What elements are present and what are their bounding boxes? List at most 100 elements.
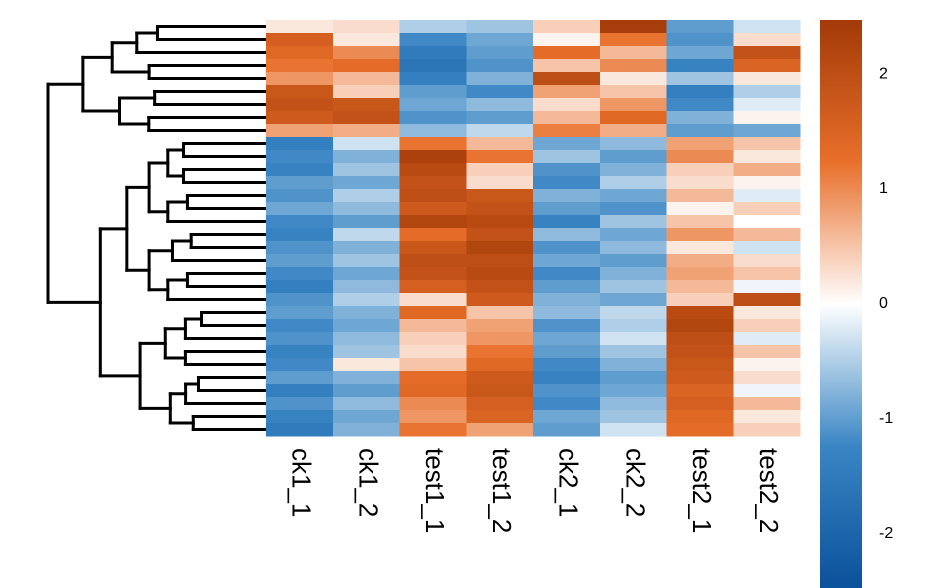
heatmap-cell <box>266 306 334 320</box>
heatmap-cell <box>266 20 334 34</box>
heatmap-cell <box>533 384 601 398</box>
heatmap-cell <box>533 98 601 112</box>
heatmap-cell <box>666 46 734 60</box>
heatmap-cell <box>266 176 334 190</box>
heatmap-cell <box>266 267 334 281</box>
heatmap-cell <box>466 345 534 359</box>
heatmap-cell <box>266 332 334 346</box>
heatmap-cell <box>399 215 467 229</box>
heatmap-cell <box>733 33 801 47</box>
heatmap-cell <box>599 46 667 60</box>
heatmap-cell <box>266 202 334 216</box>
heatmap-cell <box>533 20 601 34</box>
heatmap-cell <box>666 189 734 203</box>
heatmap-cell <box>399 306 467 320</box>
heatmap-cell <box>399 124 467 138</box>
colorbar-tick-label: 2 <box>879 65 888 82</box>
heatmap-cell <box>533 215 601 229</box>
heatmap-cell <box>399 59 467 73</box>
heatmap-cell <box>533 332 601 346</box>
heatmap-cell <box>399 189 467 203</box>
heatmap-cell <box>733 228 801 242</box>
heatmap-cell <box>733 397 801 411</box>
heatmap-cell <box>266 241 334 255</box>
heatmap-cell <box>466 85 534 99</box>
heatmap-cell <box>599 202 667 216</box>
heatmap-cell <box>332 72 400 86</box>
heatmap-cell <box>466 241 534 255</box>
heatmap-cell <box>533 358 601 372</box>
heatmap-cell <box>533 137 601 151</box>
heatmap-cell <box>533 72 601 86</box>
heatmap-cell <box>666 241 734 255</box>
heatmap-cell <box>733 371 801 385</box>
heatmap-cell <box>466 124 534 138</box>
heatmap-cell <box>599 293 667 307</box>
heatmap-cell <box>266 163 334 177</box>
column-label: ck1_2 <box>353 448 383 517</box>
row-dendrogram <box>46 25 268 431</box>
heatmap-cell <box>733 124 801 138</box>
heatmap-cell <box>466 319 534 333</box>
heatmap-cell <box>533 306 601 320</box>
heatmap-cell <box>332 176 400 190</box>
colorbar-labels: 2 1 0 -1 -2 <box>879 65 893 542</box>
heatmap-cell <box>666 423 734 437</box>
heatmap-cell <box>533 85 601 99</box>
heatmap-cell <box>399 345 467 359</box>
heatmap-cell <box>266 319 334 333</box>
heatmap-cell <box>666 150 734 164</box>
heatmap-cell <box>666 306 734 320</box>
heatmap-cell <box>332 85 400 99</box>
heatmap-cell <box>733 241 801 255</box>
heatmap-cell <box>533 228 601 242</box>
heatmap-cell <box>599 410 667 424</box>
colorbar-tick-label: -2 <box>879 525 893 542</box>
column-label: test2_2 <box>754 448 784 533</box>
heatmap-cell <box>733 215 801 229</box>
heatmap-cell <box>733 293 801 307</box>
heatmap-cell <box>599 280 667 294</box>
heatmap-cell <box>399 371 467 385</box>
heatmap-cell <box>266 397 334 411</box>
heatmap-cell <box>399 397 467 411</box>
heatmap-cell <box>399 228 467 242</box>
heatmap-cell <box>599 319 667 333</box>
heatmap-cell <box>332 111 400 125</box>
heatmap-cell <box>466 72 534 86</box>
heatmap-cells <box>266 20 801 437</box>
heatmap-cell <box>466 267 534 281</box>
column-labels: ck1_1 ck1_2 test1_1 test1_2 ck2_1 ck2_2 test2_… <box>287 448 784 533</box>
heatmap-cell <box>332 410 400 424</box>
heatmap-cell <box>266 423 334 437</box>
heatmap-cell <box>466 111 534 125</box>
heatmap-cell <box>733 163 801 177</box>
heatmap-cell <box>399 98 467 112</box>
heatmap-cell <box>332 215 400 229</box>
heatmap-cell <box>533 241 601 255</box>
heatmap-cell <box>399 163 467 177</box>
heatmap-cell <box>332 202 400 216</box>
heatmap-cell <box>466 163 534 177</box>
heatmap-cell <box>266 384 334 398</box>
heatmap-cell <box>332 163 400 177</box>
heatmap-cell <box>533 33 601 47</box>
heatmap-cell <box>399 111 467 125</box>
heatmap-cell <box>332 319 400 333</box>
heatmap-cell <box>266 150 334 164</box>
heatmap-cell <box>466 384 534 398</box>
heatmap-cell <box>599 72 667 86</box>
heatmap-cell <box>466 20 534 34</box>
heatmap-cell <box>332 371 400 385</box>
heatmap-cell <box>533 176 601 190</box>
heatmap-cell <box>733 423 801 437</box>
heatmap-cell <box>733 410 801 424</box>
heatmap-cell <box>332 384 400 398</box>
heatmap-cell <box>466 215 534 229</box>
heatmap-cell <box>332 345 400 359</box>
heatmap-cell <box>533 111 601 125</box>
heatmap-cell <box>666 280 734 294</box>
heatmap-cell <box>399 137 467 151</box>
heatmap-cell <box>599 189 667 203</box>
